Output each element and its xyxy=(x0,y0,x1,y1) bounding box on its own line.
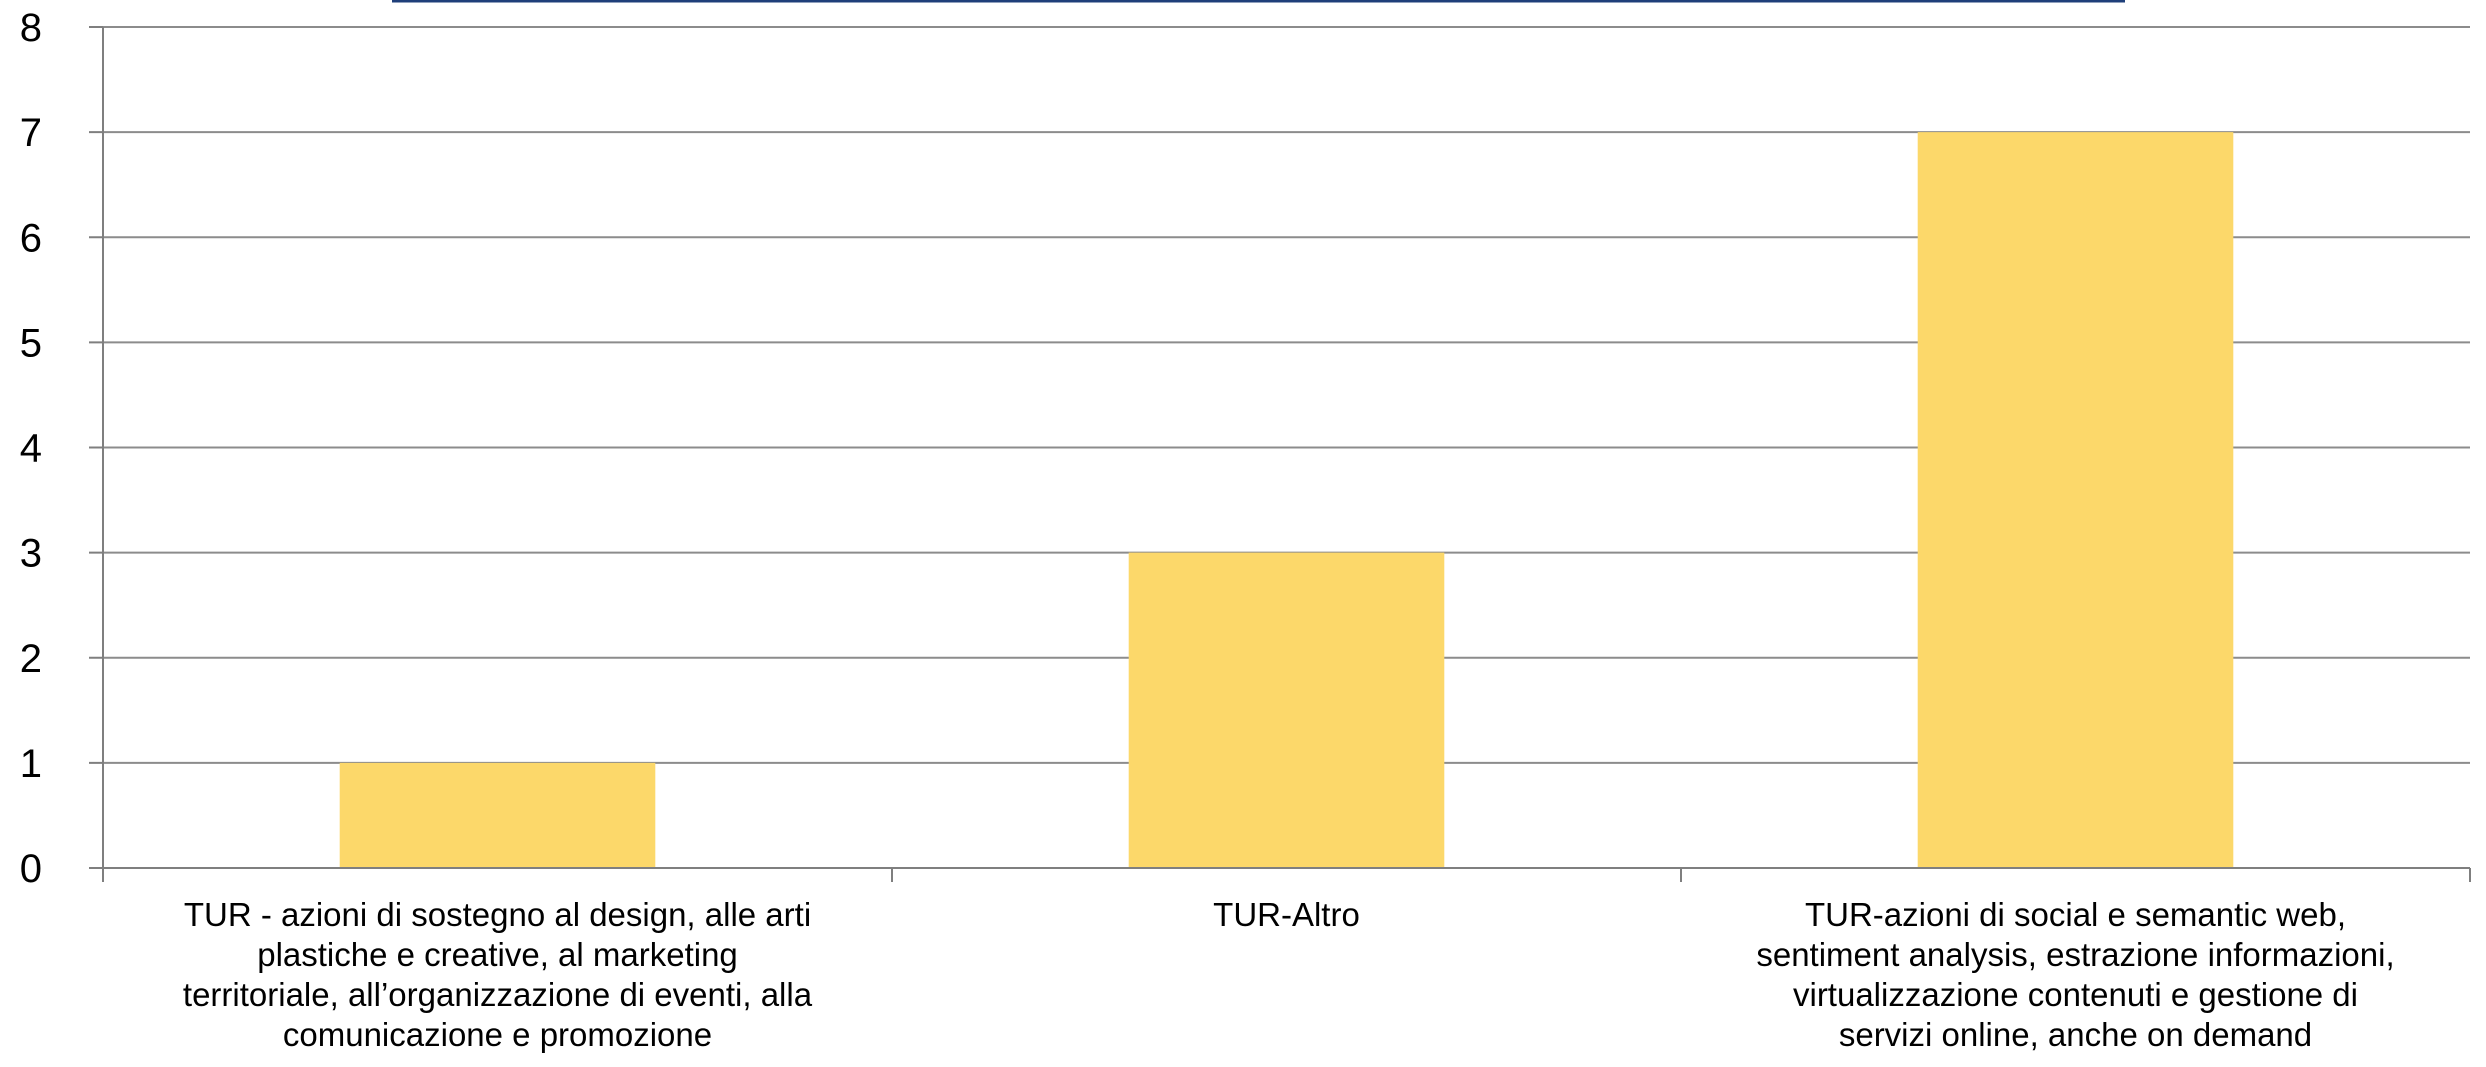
x-category-label-line: TUR - azioni di sostegno al design, alle… xyxy=(184,896,811,933)
y-tick-label: 5 xyxy=(20,321,42,365)
axes xyxy=(89,26,2471,882)
bar xyxy=(1917,132,2234,868)
x-category-label: TUR - azioni di sostegno al design, alle… xyxy=(183,896,813,1053)
x-category-label-line: comunicazione e promozione xyxy=(283,1016,712,1053)
x-category-label-line: servizi online, anche on demand xyxy=(1839,1016,2312,1053)
x-category-label-line: virtualizzazione contenuti e gestione di xyxy=(1793,976,2358,1013)
bar xyxy=(339,762,656,868)
x-category-label: TUR-azioni di social e semantic web, sent… xyxy=(1756,896,2394,1053)
y-tick-label: 2 xyxy=(20,637,42,681)
x-category-label-line: TUR-azioni di social e semantic web, xyxy=(1805,896,2346,933)
y-tick-label: 4 xyxy=(20,427,42,471)
x-category-label-line: TUR-Altro xyxy=(1213,896,1360,933)
y-tick-label: 6 xyxy=(20,216,42,260)
x-category-label-line: plastiche e creative, al marketing xyxy=(257,936,738,973)
bars xyxy=(339,132,2234,868)
bar xyxy=(1128,552,1445,868)
y-tick-label: 1 xyxy=(20,742,42,786)
y-tick-labels: 0 1 2 3 4 5 6 7 8 xyxy=(20,6,42,891)
x-category-label: TUR-Altro xyxy=(1213,896,1360,933)
y-tick-label: 8 xyxy=(20,6,42,50)
x-category-labels: TUR - azioni di sostegno al design, alle… xyxy=(183,896,2395,1053)
x-category-label-line: sentiment analysis, estrazione informazi… xyxy=(1756,936,2394,973)
y-tick-label: 0 xyxy=(20,847,42,891)
y-tick-label: 7 xyxy=(20,111,42,155)
y-tick-label: 3 xyxy=(20,532,42,576)
x-category-label-line: territoriale, all’organizzazione di even… xyxy=(183,976,813,1013)
